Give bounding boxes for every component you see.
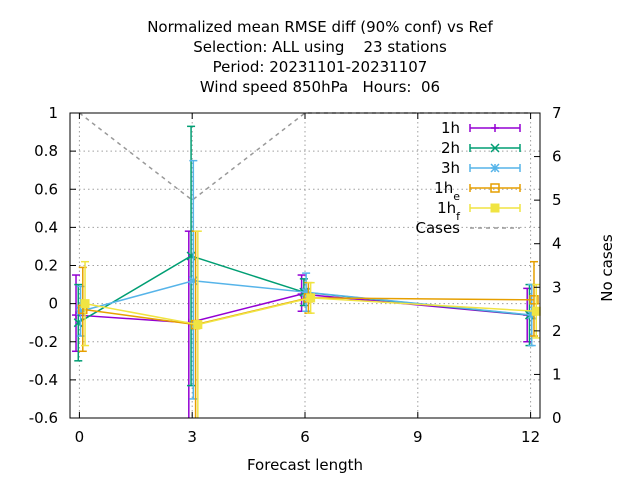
y-tick-label: 0 [48,295,58,313]
grid [70,113,540,418]
legend-entry-2: 2h [441,139,521,157]
legend-marker [491,124,499,132]
series-5 [80,230,541,418]
series-3 [75,159,537,400]
legend-label: Cases [415,219,460,237]
axes: 0 3 6 9 12 1 0.8 0.6 0.4 0.2 0 -0.2 -0.4 -0.6 7 6 5 4 3 2 1 0 [29,104,562,446]
series-line [84,297,537,326]
legend-marker [490,143,500,153]
x-tick-label: 6 [300,428,310,446]
title-line-3: Period: 20231101-20231107 [213,58,428,76]
x-tick-label: 9 [413,428,423,446]
legend-entry-cases: Cases [415,219,520,237]
y2-tick-label: 0 [552,409,562,427]
legend-entry-5: 1hf [437,199,521,223]
chart-title: Normalized mean RMSE diff (90% conf) vs … [147,18,493,96]
data-point [193,320,203,330]
legend-label: 3h [441,159,460,177]
y2-tick-label: 1 [552,365,562,383]
y-tick-label: -0.4 [29,371,58,389]
y2-tick-label: 2 [552,322,562,340]
y2-tick-label: 6 [552,148,562,166]
series-1 [72,230,532,418]
data-point [531,306,541,316]
y2-tick-label: 4 [552,235,562,253]
y-tick-label: 0.4 [34,218,58,236]
y2-tick-label: 7 [552,104,562,122]
title-line-2: Selection: ALL using 23 stations [193,38,447,56]
series-2 [73,125,535,387]
title-line-4: Wind speed 850hPa Hours: 06 [200,78,440,96]
x-axis-label: Forecast length [247,456,363,474]
y-tick-label: 1 [48,104,58,122]
legend-label: 1hf [437,199,461,223]
legend-marker [490,183,500,193]
legend-entry-1: 1h [441,119,521,137]
y2-tick-label: 5 [552,191,562,209]
y-tick-label: 0.8 [34,142,58,160]
legend-label: 1h [441,119,460,137]
y2-tick-label: 3 [552,278,562,296]
data-point [529,295,539,305]
y2-axis-label: No cases [598,234,616,302]
cases-line [78,112,531,202]
legend-entry-3: 3h [441,159,521,177]
cases-series [78,112,531,202]
legend-label: 2h [441,139,460,157]
x-tick-label: 3 [187,428,197,446]
y-tick-label: -0.2 [29,333,58,351]
data-point [80,299,90,309]
data-series [72,125,541,418]
legend-marker [490,163,500,173]
data-point [306,293,316,303]
y-tick-label: -0.6 [29,409,58,427]
y-tick-label: 0.2 [34,257,58,275]
legend-marker [490,203,500,213]
x-tick-label: 12 [521,428,540,446]
x-tick-label: 0 [75,428,85,446]
y-tick-label: 0.6 [34,180,58,198]
series-4 [78,230,539,418]
title-line-1: Normalized mean RMSE diff (90% conf) vs … [147,18,493,36]
